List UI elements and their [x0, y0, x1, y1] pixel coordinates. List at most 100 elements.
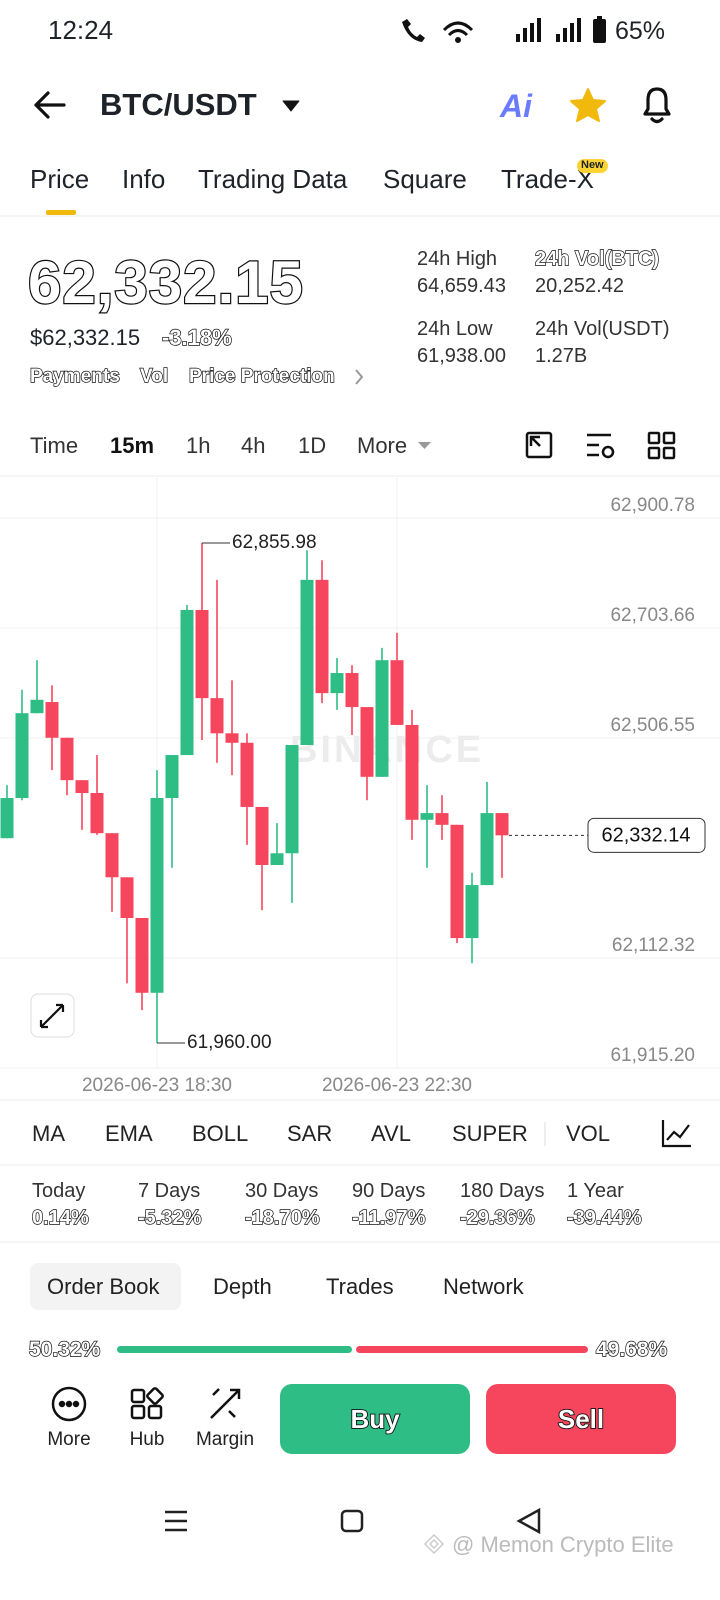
candle-body — [255, 806, 269, 865]
stat-value: 64,659.43 — [417, 275, 506, 297]
action-label[interactable]: More — [47, 1428, 91, 1450]
candle-body — [390, 660, 404, 725]
period-label: 1 Year — [567, 1180, 624, 1202]
stat-label: 24h Low — [417, 318, 493, 340]
period-change: -29.36% — [459, 1206, 535, 1229]
extreme-label: 61,960.00 — [187, 1032, 272, 1053]
candle-body — [135, 918, 149, 993]
candle-body — [225, 733, 239, 743]
tab[interactable]: Square — [383, 164, 467, 195]
trade-button[interactable]: Sell — [486, 1384, 676, 1454]
trade-button[interactable]: Buy — [280, 1384, 470, 1454]
interval-icons — [418, 431, 676, 460]
candle-body — [195, 609, 209, 699]
y-tick-label: 61,915.20 — [610, 1045, 695, 1066]
indicator-settings-icon[interactable] — [661, 1120, 691, 1148]
sell-ratio-label: 49.68% — [595, 1338, 668, 1362]
candle-body — [345, 673, 359, 708]
header-icons — [34, 87, 671, 124]
battery-level: 65% — [615, 17, 666, 45]
tab-underline — [46, 210, 76, 215]
bell-icon[interactable] — [643, 87, 671, 124]
tab[interactable]: Trading Data — [198, 164, 348, 195]
price-link[interactable]: Vol — [139, 365, 169, 387]
expand-button[interactable] — [30, 993, 75, 1038]
back-arrow[interactable] — [34, 91, 66, 119]
book-tab[interactable]: Trades — [326, 1273, 394, 1299]
candle-body — [480, 813, 494, 886]
price-change: -3.18% — [161, 324, 232, 350]
pair-title[interactable]: BTC/USDT — [100, 87, 257, 123]
last-price-label: 62,332.14 — [602, 825, 691, 847]
status-time: 12:24 — [48, 15, 114, 46]
candle-body — [405, 724, 419, 820]
interval[interactable]: 1D — [298, 432, 327, 458]
interval[interactable]: 15m — [110, 432, 155, 458]
indicator-tab[interactable]: VOL — [566, 1120, 611, 1146]
period-label: 90 Days — [352, 1180, 426, 1202]
period-change: -11.97% — [351, 1206, 426, 1229]
candle-body — [360, 707, 374, 777]
interval[interactable]: Time — [30, 432, 79, 458]
action-label[interactable]: Hub — [129, 1428, 165, 1450]
candle-body — [90, 793, 104, 834]
x-tick-label: 2026-06-23 22:30 — [322, 1075, 472, 1096]
y-tick-label: 62,703.66 — [610, 605, 695, 626]
candle-body — [270, 853, 284, 865]
candle-body — [45, 702, 59, 738]
indicator-tab[interactable]: MA — [32, 1120, 65, 1146]
sell-ratio-bar — [356, 1346, 588, 1353]
indicator-tab[interactable]: SAR — [287, 1120, 333, 1146]
candle-body — [330, 673, 344, 694]
candle-body — [75, 780, 89, 794]
candle-body — [240, 742, 254, 807]
indicator-tab[interactable]: BOLL — [192, 1120, 249, 1146]
book-tab[interactable]: Order Book — [47, 1273, 160, 1299]
interval[interactable]: 4h — [241, 432, 266, 458]
favorite-star[interactable] — [570, 88, 606, 122]
candle-body — [420, 813, 434, 820]
stat-label: 24h High — [417, 248, 498, 270]
price-link[interactable]: Payments — [29, 365, 120, 387]
stat-value: 61,938.00 — [417, 345, 506, 367]
period-label: Today — [32, 1180, 86, 1202]
period-label: 30 Days — [245, 1180, 319, 1202]
action-label[interactable]: Margin — [195, 1428, 255, 1450]
interval[interactable]: 1h — [186, 432, 211, 458]
candle-body — [180, 609, 194, 756]
buy-ratio-bar — [117, 1346, 353, 1353]
candle-body — [435, 813, 449, 825]
book-tab[interactable]: Network — [443, 1273, 524, 1299]
indicator-tab[interactable]: SUPER — [452, 1120, 528, 1146]
indicator-tab[interactable]: AVL — [371, 1120, 411, 1146]
trade-button-label: Sell — [557, 1403, 605, 1435]
interval[interactable]: More — [357, 432, 408, 458]
stat-label: 24h Vol(BTC) — [534, 247, 660, 270]
indicator-tab[interactable]: EMA — [105, 1120, 153, 1146]
watermark-logo — [423, 1533, 445, 1555]
period-change: 0.14% — [31, 1206, 89, 1229]
book-tab[interactable]: Depth — [213, 1273, 272, 1299]
y-tick-label: 62,112.32 — [612, 935, 695, 956]
candle-body — [315, 579, 329, 694]
period-label: 7 Days — [138, 1180, 201, 1202]
stat-value: 20,252.42 — [535, 275, 624, 297]
tab[interactable]: Price — [30, 164, 90, 195]
candle-body — [150, 798, 164, 993]
x-tick-label: 2026-06-23 18:30 — [82, 1075, 232, 1096]
period-change: -39.44% — [566, 1206, 642, 1229]
candle-body — [60, 737, 74, 781]
candle-body — [210, 698, 224, 734]
pair-caret[interactable] — [282, 100, 300, 112]
price-link[interactable]: Price Protection — [188, 365, 335, 387]
last-price: 62,332.15 — [27, 248, 304, 317]
action-icons — [51, 1386, 241, 1422]
candle-body — [15, 713, 29, 799]
tab[interactable]: Info — [122, 164, 166, 195]
y-tick-label: 62,900.78 — [610, 495, 695, 516]
status-icons — [402, 16, 606, 43]
period-change: -5.32% — [137, 1206, 202, 1229]
ai-button[interactable]: Ai — [500, 87, 532, 124]
